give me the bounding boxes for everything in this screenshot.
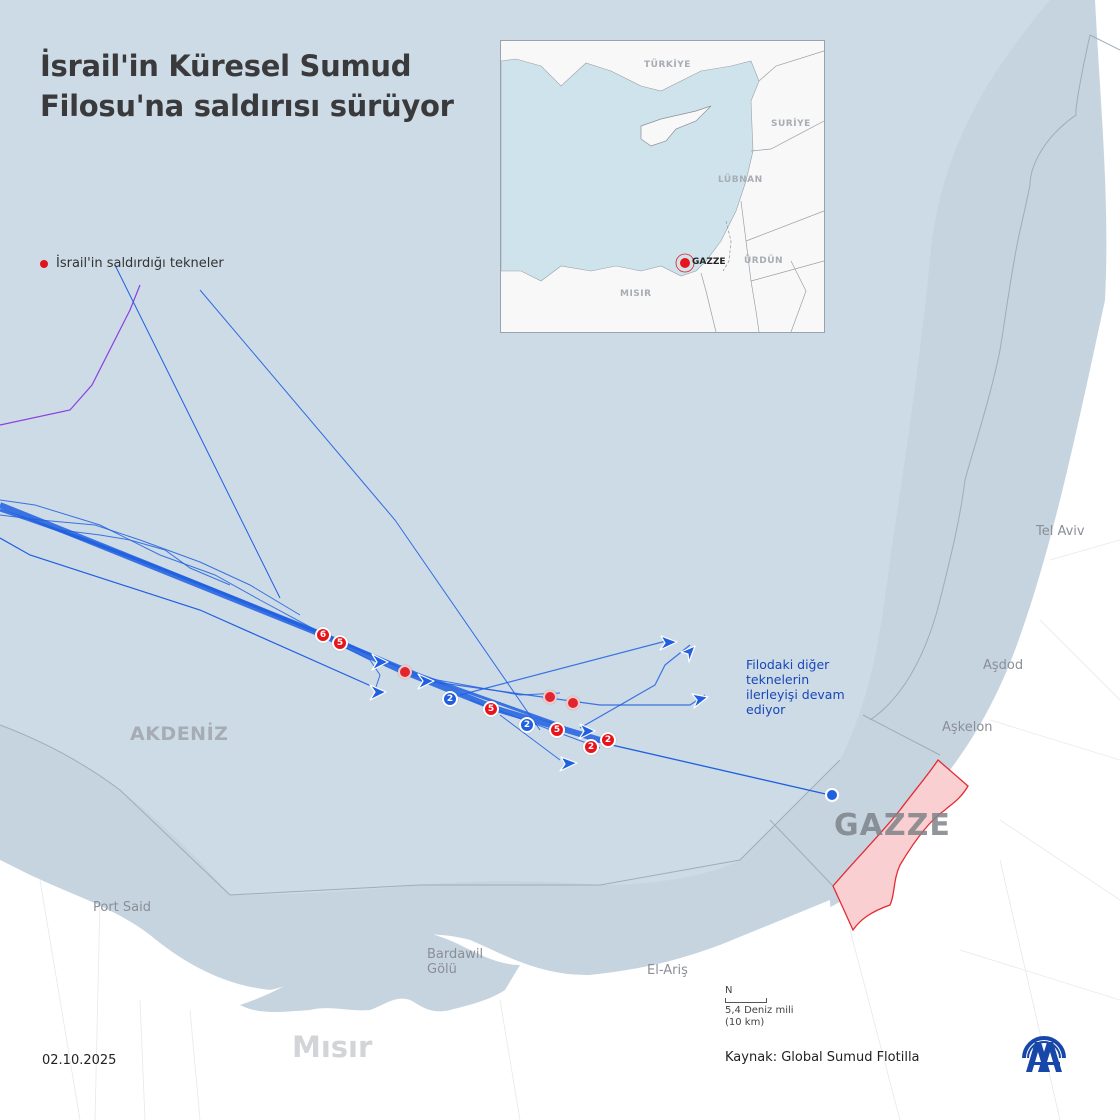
country-label-misir: Mısır [292, 1030, 373, 1064]
inset-label-suriye: SURİYE [771, 119, 811, 129]
israel-land [820, 220, 1120, 1120]
aa-logo-icon [1022, 1036, 1066, 1072]
boat-cluster-marker[interactable]: 2 [442, 691, 458, 707]
sea-label-akdeniz: AKDENİZ [130, 723, 229, 745]
flotilla-annotation: Filodaki diğer teknelerin ilerleyişi dev… [746, 657, 845, 717]
attacked-boat-marker[interactable]: 5 [483, 701, 499, 717]
gaza-strip [832, 759, 969, 932]
attacked-boat-marker[interactable] [566, 696, 580, 710]
city-label-el-aris: El-Ariş [647, 963, 688, 978]
scale-bar: N 5,4 Deniz mili (10 km) [725, 985, 794, 1029]
lake-label-line-2: Gölü [427, 962, 457, 977]
scale-label-nm: 5,4 Deniz mili [725, 1005, 794, 1016]
scale-label-km: (10 km) [725, 1017, 765, 1028]
page-title: İsrail'in Küresel Sumud Filosu'na saldır… [40, 46, 454, 126]
attacked-boat-marker[interactable]: 5 [549, 722, 565, 738]
attacked-boat-marker[interactable]: 6 [315, 627, 331, 643]
bardawil-lagoon [240, 930, 520, 1013]
inset-label-gazze: GAZZE [692, 257, 726, 267]
attacked-boat-marker[interactable] [543, 690, 557, 704]
city-label-askelon: Aşkelon [942, 720, 993, 735]
annotation-line-4: ediyor [746, 702, 786, 717]
legend: İsrail'in saldırdığı tekneler [40, 256, 224, 271]
attacked-boat-marker[interactable]: 2 [600, 732, 616, 748]
inset-label-turkiye: TÜRKİYE [644, 60, 691, 70]
city-label-tel-aviv: Tel Aviv [1036, 524, 1085, 539]
legend-label: İsrail'in saldırdığı tekneler [56, 256, 224, 271]
annotation-line-2: teknelerin [746, 672, 810, 687]
region-label-gazze: GAZZE [834, 808, 951, 843]
inset-label-lubnan: LÜBNAN [718, 175, 763, 185]
attacked-boat-legend-icon [40, 259, 48, 268]
city-label-asdod: Aşdod [983, 658, 1024, 673]
inset-label-misir: MISIR [620, 289, 652, 299]
attacked-boat-marker[interactable] [398, 665, 412, 679]
inset-map-graphic [501, 41, 824, 332]
annotation-line-1: Filodaki diğer [746, 657, 830, 672]
city-label-port-said: Port Said [93, 900, 151, 915]
lake-label-bardawil: Bardawil Gölü [427, 947, 483, 977]
attacked-boat-marker[interactable]: 2 [583, 739, 599, 755]
boat-cluster-marker[interactable]: 2 [519, 717, 535, 733]
title-line-1: İsrail'in Küresel Sumud [40, 49, 412, 83]
inset-locator-map: TÜRKİYE SURİYE LÜBNAN ÜRDÜN MISIR GAZZE [500, 40, 825, 333]
annotation-line-3: ilerleyişi devam [746, 687, 845, 702]
inset-cyprus [640, 105, 712, 147]
inset-label-urdun: ÜRDÜN [744, 256, 784, 266]
scale-bar-graphic [725, 998, 767, 1003]
title-line-2: Filosu'na saldırısı sürüyor [40, 89, 454, 123]
source-credit: Kaynak: Global Sumud Flotilla [725, 1050, 920, 1065]
attacked-boat-marker[interactable]: 5 [332, 635, 348, 651]
north-indicator: N [725, 985, 733, 996]
lake-label-line-1: Bardawil [427, 947, 484, 962]
publish-date: 02.10.2025 [42, 1053, 117, 1068]
